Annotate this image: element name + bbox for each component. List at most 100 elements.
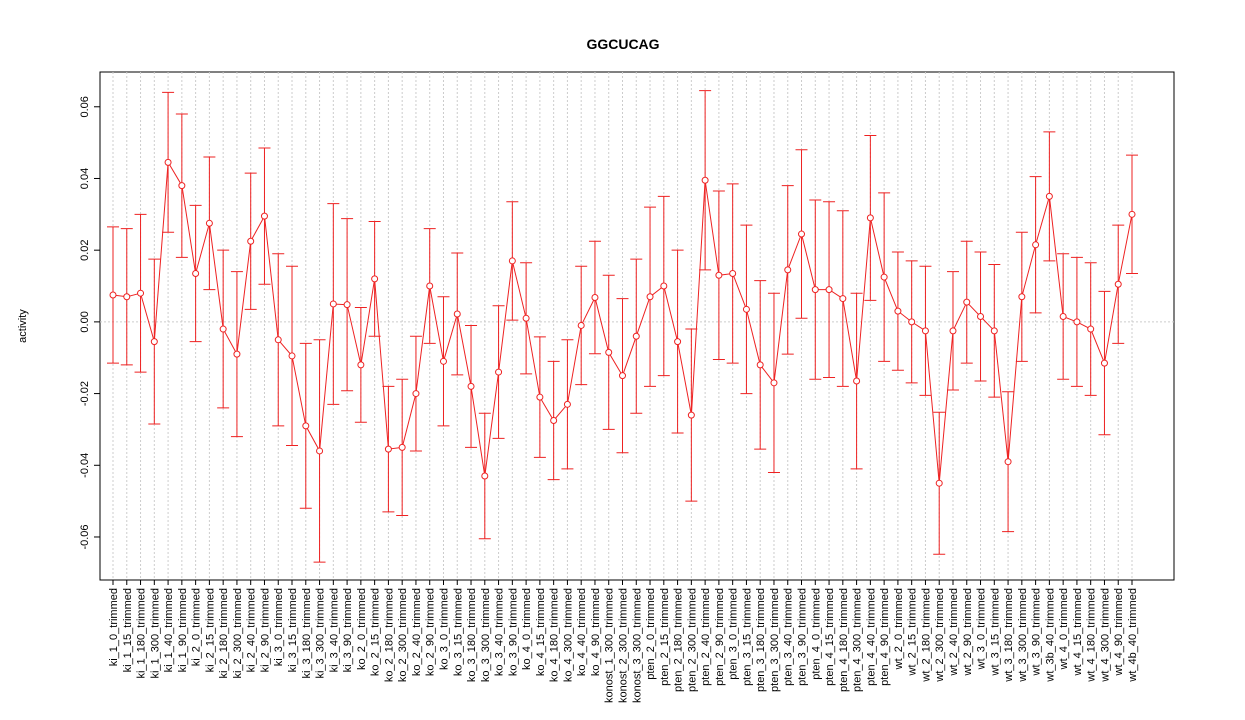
data-point xyxy=(1032,241,1040,249)
data-point xyxy=(921,327,929,335)
data-point xyxy=(467,382,475,390)
x-tick-label: pten_3_90_trimmed xyxy=(797,588,809,686)
data-point xyxy=(715,271,723,279)
data-point xyxy=(729,269,737,277)
x-tick-label: wt_3b_40_trimmed xyxy=(1044,588,1056,683)
data-point xyxy=(591,293,599,301)
x-tick-label: pten_3_300_trimmed xyxy=(769,588,781,692)
x-tick-label: pten_4_300_trimmed xyxy=(852,588,864,692)
data-point xyxy=(853,377,861,385)
y-axis-label: activity xyxy=(17,309,29,343)
x-tick-label: ki_3_300_trimmed xyxy=(315,588,327,679)
data-point xyxy=(109,291,117,299)
x-tick-label: pten_3_180_trimmed xyxy=(755,588,767,692)
x-tick-label: wt_2_15_trimmed xyxy=(907,588,919,676)
data-point xyxy=(343,301,351,309)
data-point xyxy=(316,447,324,455)
x-tick-label: wt_4_0_trimmed xyxy=(1058,588,1070,670)
data-point xyxy=(825,286,833,294)
x-tick-label: ki_3_0_trimmed xyxy=(273,588,285,666)
x-tick-label: ko_4_0_trimmed xyxy=(521,588,533,670)
y-tick-label: 0.00 xyxy=(79,311,91,332)
y-tick-label: -0.02 xyxy=(79,381,91,406)
data-point xyxy=(990,327,998,335)
x-tick-label: wt_2_0_trimmed xyxy=(893,588,905,670)
x-tick-label: wt_3_90_trimmed xyxy=(1031,588,1043,676)
data-point xyxy=(632,332,640,340)
x-tick-label: ko_4_15_trimmed xyxy=(535,588,547,676)
data-point xyxy=(274,336,282,344)
x-tick-label: ki_2_90_trimmed xyxy=(259,588,271,672)
data-point xyxy=(1018,293,1026,301)
x-tick-label: ki_1_0_trimmed xyxy=(108,588,120,666)
x-tick-label: ko_3_15_trimmed xyxy=(452,588,464,676)
data-point xyxy=(508,257,516,265)
data-point xyxy=(522,314,530,322)
data-point xyxy=(701,176,709,184)
x-tick-label: ki_1_300_trimmed xyxy=(149,588,161,679)
data-point xyxy=(453,310,461,318)
data-point xyxy=(260,212,268,220)
data-point xyxy=(798,230,806,238)
data-point xyxy=(205,219,213,227)
x-tick-label: wt_4_300_trimmed xyxy=(1099,588,1111,683)
x-tick-label: ki_2_180_trimmed xyxy=(218,588,230,679)
data-point xyxy=(949,327,957,335)
data-point xyxy=(495,368,503,376)
data-point xyxy=(577,321,585,329)
x-tick-label: pten_2_40_trimmed xyxy=(700,588,712,686)
x-tick-label: wt_2_180_trimmed xyxy=(920,588,932,683)
y-tick-label: -0.06 xyxy=(79,524,91,549)
data-point xyxy=(123,293,131,301)
x-tick-label: pten_4_90_trimmed xyxy=(879,588,891,686)
data-point xyxy=(550,416,558,424)
data-point xyxy=(963,298,971,306)
data-point xyxy=(536,393,544,401)
x-tick-label: wt_2_90_trimmed xyxy=(962,588,974,676)
data-point xyxy=(398,443,406,451)
data-point xyxy=(371,275,379,283)
x-tick-label: ko_3_90_trimmed xyxy=(507,588,519,676)
x-tick-label: ko_3_0_trimmed xyxy=(438,588,450,670)
data-point xyxy=(178,182,186,190)
data-point xyxy=(1045,192,1053,200)
data-point xyxy=(894,307,902,315)
x-tick-label: wt_3_0_trimmed xyxy=(976,588,988,670)
data-point xyxy=(756,361,764,369)
data-point xyxy=(384,445,392,453)
data-point xyxy=(426,282,434,290)
x-tick-label: ki_2_15_trimmed xyxy=(204,588,216,672)
data-point xyxy=(288,352,296,360)
data-point xyxy=(770,379,778,387)
data-point xyxy=(357,361,365,369)
x-tick-label: ko_4_300_trimmed xyxy=(562,588,574,682)
data-point xyxy=(481,472,489,480)
x-tick-label: ko_2_90_trimmed xyxy=(425,588,437,676)
x-tick-label: ko_3_300_trimmed xyxy=(480,588,492,682)
x-tick-label: pten_4_40_trimmed xyxy=(865,588,877,686)
y-tick-label: 0.06 xyxy=(79,96,91,117)
data-point xyxy=(1128,210,1136,218)
x-tick-label: ki_2_300_trimmed xyxy=(232,588,244,679)
data-point xyxy=(935,479,943,487)
data-point xyxy=(247,237,255,245)
x-tick-label: ki_2_40_trimmed xyxy=(246,588,258,672)
x-tick-label: konost_3_300_trimmed xyxy=(631,588,643,703)
data-point xyxy=(192,269,200,277)
data-point xyxy=(977,312,985,320)
y-tick-label: 0.04 xyxy=(79,168,91,189)
x-tick-label: ki_3_40_trimmed xyxy=(328,588,340,672)
x-tick-label: ko_4_180_trimmed xyxy=(549,588,561,682)
x-tick-label: wt_2_40_trimmed xyxy=(948,588,960,676)
data-point xyxy=(1073,318,1081,326)
data-point xyxy=(1114,280,1122,288)
x-tick-label: pten_2_90_trimmed xyxy=(714,588,726,686)
x-tick-label: ko_4_40_trimmed xyxy=(576,588,588,676)
x-tick-label: pten_4_0_trimmed xyxy=(810,588,822,680)
data-point xyxy=(1100,359,1108,367)
x-tick-label: pten_2_0_trimmed xyxy=(645,588,657,680)
y-tick-label: -0.04 xyxy=(79,453,91,478)
x-tick-label: wt_4_180_trimmed xyxy=(1086,588,1098,683)
data-point xyxy=(233,350,241,358)
